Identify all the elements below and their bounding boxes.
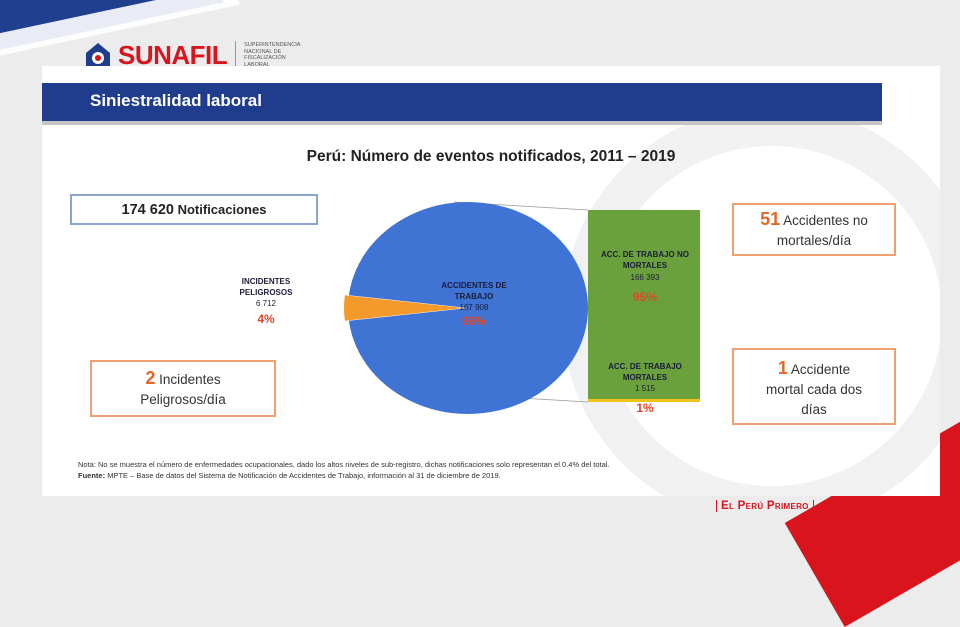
callout-nonfatal-number: 51 [760, 209, 781, 229]
bar-segment-nonfatal [588, 210, 700, 399]
slice-percent-incidents: 4% [257, 312, 275, 326]
callout-fatal-number: 1 [777, 358, 788, 378]
segment-label-nonfatal-line1: ACC. DE TRABAJO NO [601, 250, 689, 259]
slice-label-incidents-line2: PELIGROSOS [240, 288, 294, 297]
notifications-label: Notificaciones [177, 202, 267, 217]
slice-percent-accidents: 96% [462, 314, 486, 328]
header-bar: Siniestralidad laboral [42, 83, 882, 125]
chart-canvas: ACCIDENTES DE TRABAJO 167 908 96% INCIDE… [240, 201, 700, 415]
callout-nonfatal-line2: mortales/día [776, 233, 852, 248]
segment-label-fatal-line2: MORTALES [623, 373, 668, 382]
callout-nonfatal-line1: Accidentes no [783, 213, 868, 228]
pie-chart [344, 202, 588, 415]
source-line: Fuente: MPTE – Base de datos del Sistema… [78, 471, 501, 480]
slide: Siniestralidad laboral Perú: Número de e… [42, 66, 940, 496]
segment-percent-fatal: 1% [636, 401, 654, 415]
callout-dangerous-line1: Incidentes [159, 372, 221, 387]
sunafil-logo-icon [86, 43, 110, 67]
slice-value-accidents: 167 908 [460, 303, 489, 312]
footnote: Nota: No se muestra el número de enferme… [78, 460, 610, 469]
stacked-bar [588, 210, 700, 402]
header-title: Siniestralidad laboral [90, 91, 262, 110]
chart-title: Perú: Número de eventos notificados, 201… [306, 148, 676, 165]
slice-value-incidents: 6 712 [256, 299, 277, 308]
segment-label-fatal-line1: ACC. DE TRABAJO [608, 362, 682, 371]
sunafil-logo: SUNAFIL SUPERINTENDENCIA NACIONAL DE FIS… [84, 38, 304, 72]
logo-name: SUNAFIL [118, 39, 228, 70]
segment-label-nonfatal-line2: MORTALES [623, 261, 668, 270]
callout-fatal-line2: mortal cada dos [765, 382, 863, 397]
pie-slice-accidents [348, 202, 588, 415]
callout-fatal-line1: Accidente [790, 362, 851, 377]
pie-slice-incidents [344, 295, 464, 321]
segment-percent-nonfatal: 95% [633, 290, 657, 304]
logo-subtitle: SUPERINTENDENCIA NACIONAL DE FISCALIZACI… [244, 42, 301, 68]
background-edge-red [942, 440, 960, 540]
callout-nonfatal-box: 51 Accidentes no mortales/día [732, 203, 896, 256]
slice-label-accidents-line2: TRABAJO [455, 292, 494, 301]
notifications-box: 174 620 Notificaciones [70, 194, 318, 225]
logo-divider [235, 41, 237, 69]
source-text: MPTE – Base de datos del Sistema de Noti… [107, 471, 501, 480]
source-label: Fuente: [78, 471, 106, 480]
callout-dangerous-number: 2 [145, 368, 156, 388]
slice-label-accidents-line1: ACCIDENTES DE [441, 281, 507, 290]
segment-value-nonfatal: 166 393 [631, 273, 660, 282]
brand-tagline: El Perú Primero [716, 500, 814, 512]
bar-segment-fatal [588, 399, 700, 402]
callout-dangerous-box: 2 Incidentes Peligrosos/día [90, 360, 276, 417]
segment-value-fatal: 1 515 [635, 384, 656, 393]
callout-dangerous-line2: Peligrosos/día [140, 392, 226, 407]
callout-fatal-box: 1 Accidente mortal cada dos días [732, 348, 896, 425]
slice-label-incidents-line1: INCIDENTES [242, 277, 291, 286]
callout-fatal-line3: días [801, 402, 827, 417]
notifications-number: 174 620 [121, 202, 174, 218]
notifications-text: 174 620 Notificaciones [72, 202, 316, 218]
